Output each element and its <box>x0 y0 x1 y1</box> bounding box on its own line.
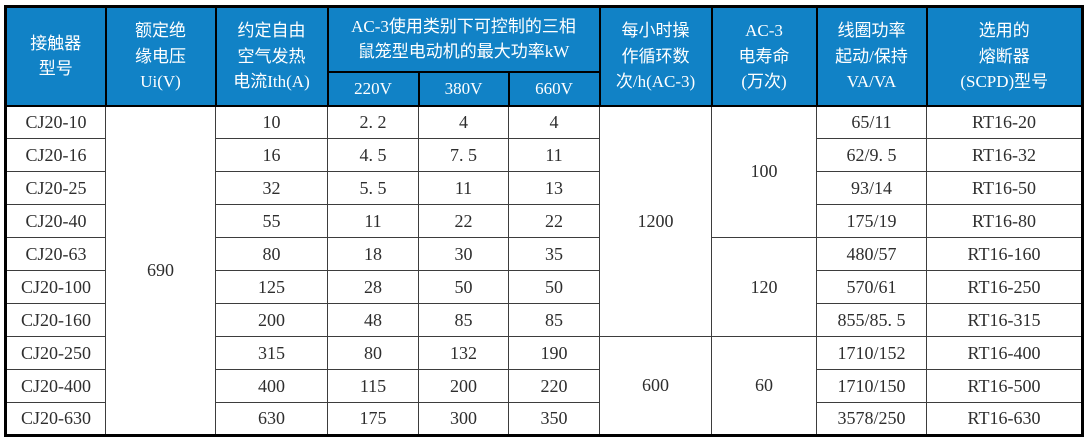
header-thermal-current: 约定自由 空气发热 电流Ith(A) <box>214 5 329 107</box>
header-380v: 380V <box>417 70 510 107</box>
cell-model: CJ20-630 <box>5 402 106 436</box>
cell-kw220: 80 <box>327 336 419 370</box>
cell-kw660: 350 <box>507 402 601 436</box>
cell-kw380: 300 <box>418 402 509 436</box>
cell-coil: 93/14 <box>816 171 928 205</box>
cell-model: CJ20-400 <box>5 369 106 403</box>
cell-coil: 1710/150 <box>816 369 928 403</box>
contactor-spec-table: 接触器 型号 额定绝 缘电压 Ui(V) 约定自由 空气发热 电流Ith(A) … <box>4 5 1085 437</box>
cell-coil: 3578/250 <box>816 402 928 436</box>
cell-model: CJ20-25 <box>5 171 106 205</box>
cell-coil: 62/9. 5 <box>816 138 928 172</box>
table-row: CJ20-630 630 175 300 350 3578/250 RT16-6… <box>5 402 1084 436</box>
header-motor-power-group: AC-3使用类别下可控制的三相 鼠笼型电动机的最大功率kW <box>326 5 601 73</box>
cell-ui-merged: 690 <box>105 105 216 436</box>
cell-coil: 1710/152 <box>816 336 928 370</box>
header-220v: 220V <box>326 70 420 107</box>
cell-model: CJ20-250 <box>5 336 106 370</box>
cell-ith: 32 <box>215 171 328 205</box>
cell-kw380: 85 <box>418 303 509 337</box>
header-electrical-life: AC-3 电寿命 (万次) <box>710 5 818 107</box>
cell-kw220: 4. 5 <box>327 138 419 172</box>
cell-fuse: RT16-400 <box>926 336 1084 370</box>
header-model: 接触器 型号 <box>4 5 107 107</box>
cell-coil: 480/57 <box>816 237 928 271</box>
cell-coil: 570/61 <box>816 270 928 304</box>
cell-kw380: 50 <box>418 270 509 304</box>
cell-model: CJ20-63 <box>5 237 106 271</box>
header-insulation-voltage: 额定绝 缘电压 Ui(V) <box>104 5 217 107</box>
cell-kw660: 4 <box>507 105 601 139</box>
cell-kw660: 50 <box>507 270 601 304</box>
cell-fuse: RT16-500 <box>926 369 1084 403</box>
header-660v: 660V <box>507 70 601 107</box>
cell-model: CJ20-40 <box>5 204 106 238</box>
cell-kw220: 115 <box>327 369 419 403</box>
cell-ith: 80 <box>215 237 328 271</box>
header-fuse-type: 选用的 熔断器 (SCPD)型号 <box>925 5 1084 107</box>
cell-ith: 315 <box>215 336 328 370</box>
cell-ith: 200 <box>215 303 328 337</box>
table-row: CJ20-10 690 10 2. 2 4 4 1200 100 65/11 R… <box>5 105 1084 436</box>
cell-kw660: 190 <box>507 336 601 370</box>
cell-life-merged-bottom: 60 <box>711 336 818 436</box>
cell-kw220: 5. 5 <box>327 171 419 205</box>
cell-kw220: 18 <box>327 237 419 271</box>
cell-kw660: 35 <box>507 237 601 271</box>
header-row-sub: 220V 380V 660V <box>6 70 1083 107</box>
cell-fuse: RT16-160 <box>926 237 1084 271</box>
cell-kw380: 200 <box>418 369 509 403</box>
cell-kw660: 220 <box>507 369 601 403</box>
table-row: CJ20-25 32 5. 5 11 13 93/14 RT16-50 <box>5 171 1084 205</box>
cell-fuse: RT16-315 <box>926 303 1084 337</box>
table-row: CJ20-100 125 28 50 50 570/61 RT16-250 <box>5 270 1084 304</box>
cell-fuse: RT16-20 <box>926 105 1084 139</box>
cell-model: CJ20-10 <box>5 105 106 139</box>
table-row: CJ20-40 55 11 22 22 175/19 RT16-80 <box>5 204 1084 238</box>
cell-kw660: 13 <box>507 171 601 205</box>
cell-kw220: 2. 2 <box>327 105 419 139</box>
cell-ith: 16 <box>215 138 328 172</box>
cell-fuse: RT16-80 <box>926 204 1084 238</box>
cell-kw380: 132 <box>418 336 509 370</box>
cell-fuse: RT16-32 <box>926 138 1084 172</box>
header-coil-power: 线圈功率 起动/保持 VA/VA <box>815 5 928 107</box>
cell-ith: 10 <box>215 105 328 139</box>
cell-model: CJ20-160 <box>5 303 106 337</box>
cell-kw660: 11 <box>507 138 601 172</box>
cell-kw380: 22 <box>418 204 509 238</box>
cell-life-merged-top: 100 <box>711 105 818 238</box>
header-row-main: 接触器 型号 额定绝 缘电压 Ui(V) 约定自由 空气发热 电流Ith(A) … <box>4 5 1084 107</box>
cell-kw660: 22 <box>507 204 601 238</box>
cell-ith: 55 <box>215 204 328 238</box>
cell-ith: 125 <box>215 270 328 304</box>
header-cycles-per-hour: 每小时操 作循环数 次/h(AC-3) <box>598 5 713 107</box>
table-row: CJ20-400 400 115 200 220 1710/150 RT16-5… <box>5 369 1084 403</box>
cell-fuse: RT16-250 <box>926 270 1084 304</box>
cell-life-merged-mid: 120 <box>711 237 818 337</box>
cell-ith: 630 <box>215 402 328 436</box>
cell-coil: 65/11 <box>816 105 928 139</box>
table-row: CJ20-16 16 4. 5 7. 5 11 62/9. 5 RT16-32 <box>5 138 1084 172</box>
cell-kw660: 85 <box>507 303 601 337</box>
cell-kw220: 11 <box>327 204 419 238</box>
cell-coil: 175/19 <box>816 204 928 238</box>
cell-kw380: 11 <box>418 171 509 205</box>
cell-cycles-merged-bottom: 600 <box>599 336 713 436</box>
cell-kw220: 175 <box>327 402 419 436</box>
cell-model: CJ20-16 <box>5 138 106 172</box>
cell-ith: 400 <box>215 369 328 403</box>
table-row: CJ20-250 315 80 132 190 600 60 1710/152 … <box>5 336 1084 436</box>
cell-coil: 855/85. 5 <box>816 303 928 337</box>
cell-model: CJ20-100 <box>5 270 106 304</box>
cell-kw220: 28 <box>327 270 419 304</box>
cell-fuse: RT16-50 <box>926 171 1084 205</box>
cell-fuse: RT16-630 <box>926 402 1084 436</box>
cell-kw380: 30 <box>418 237 509 271</box>
cell-kw380: 4 <box>418 105 509 139</box>
cell-kw380: 7. 5 <box>418 138 509 172</box>
cell-cycles-merged-top: 1200 <box>599 105 713 337</box>
cell-kw220: 48 <box>327 303 419 337</box>
